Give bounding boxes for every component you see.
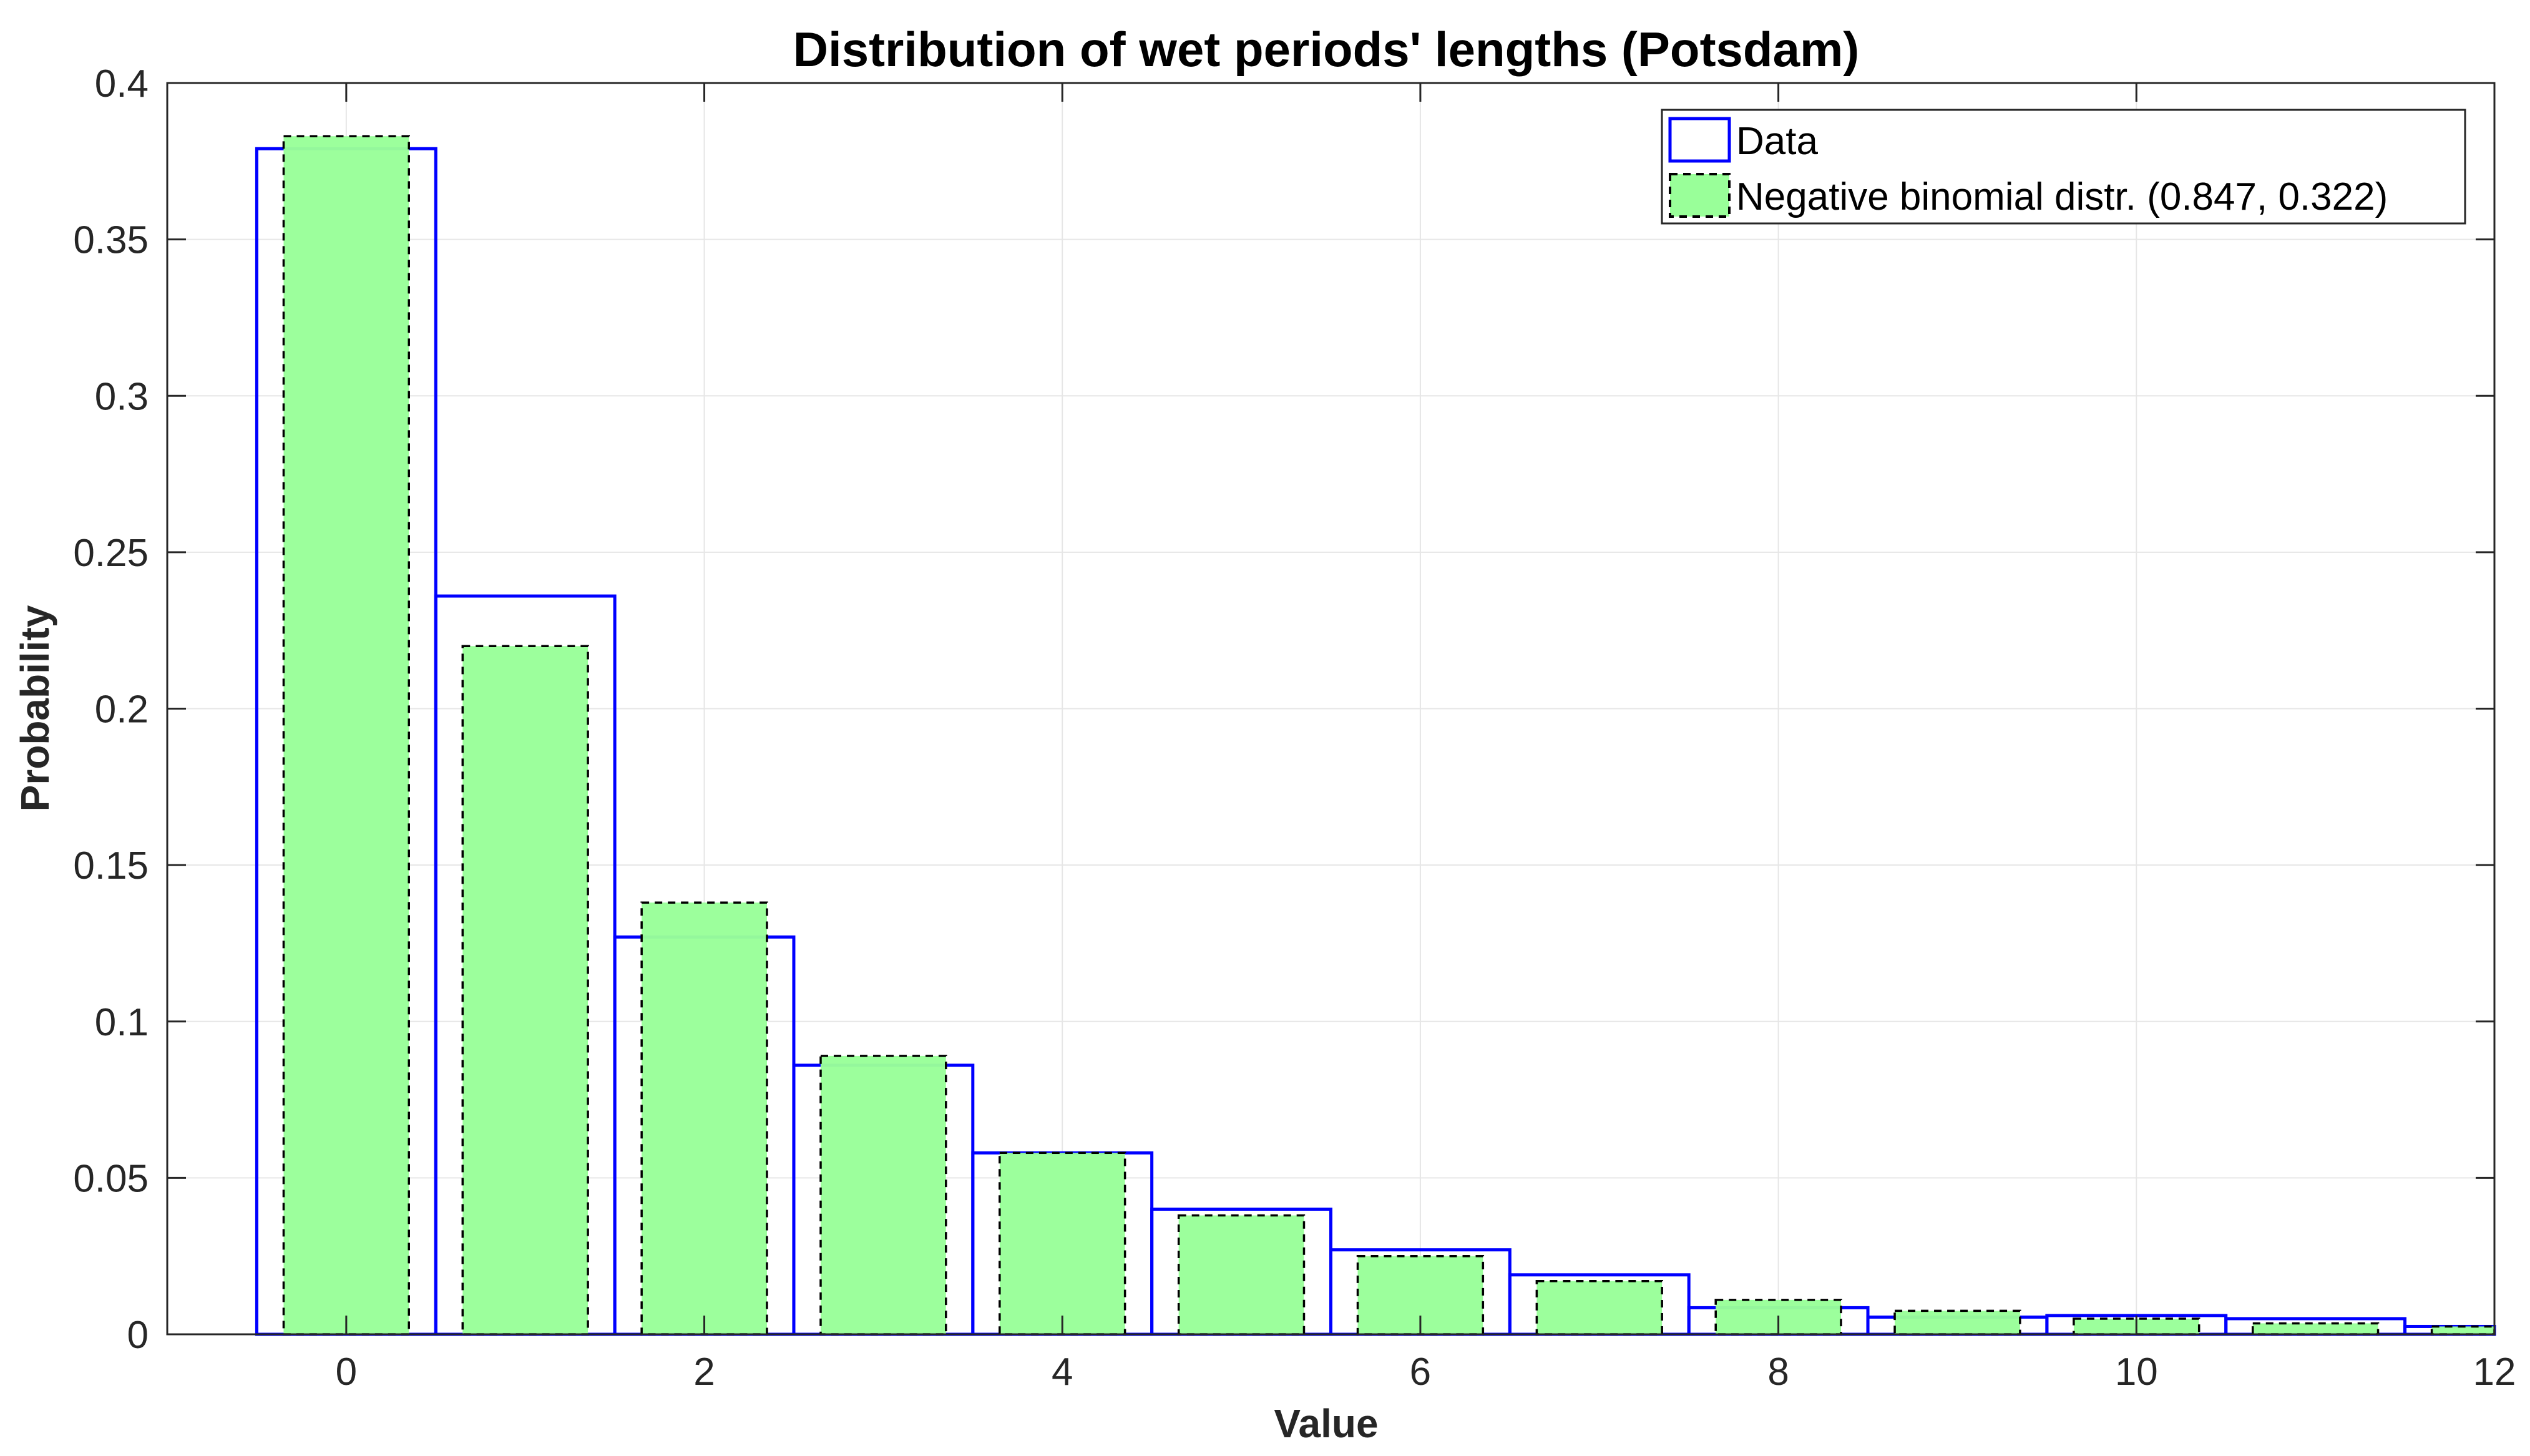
x-tick-label: 10 (2115, 1351, 2158, 1394)
fit-bar (1893, 1309, 2021, 1336)
fit-bar (282, 135, 410, 1336)
y-tick-label: 0.4 (95, 62, 149, 105)
axes (166, 82, 2496, 1336)
fit-bar (819, 1055, 947, 1336)
legend-box (1661, 109, 2466, 225)
y-tick-label: 0.2 (95, 688, 149, 731)
y-tick-label: 0.15 (73, 844, 149, 887)
fit-bar (1177, 1214, 1306, 1336)
x-tick-label: 8 (1767, 1351, 1789, 1394)
y-tick-label: 0.35 (73, 219, 149, 262)
y-tick-label: 0.25 (73, 532, 149, 575)
fit-bar (1535, 1280, 1663, 1336)
y-tick-label: 0.3 (95, 375, 149, 418)
x-axis-title: Value (1274, 1401, 1378, 1446)
legend: Data Negative binomial distr. (0.847, 0.… (1661, 109, 2466, 225)
fit-bar (461, 645, 589, 1336)
fit-bar (2252, 1322, 2380, 1336)
chart-title: Distribution of wet periods' lengths (Po… (793, 22, 1860, 77)
x-tick-label: 4 (1052, 1351, 1073, 1394)
x-tick-label: 12 (2473, 1351, 2516, 1394)
fit-bar (999, 1151, 1126, 1336)
y-axis-title: Probability (12, 605, 57, 811)
legend-label-fit: Negative binomial distr. (0.847, 0.322) (1736, 175, 2388, 218)
tick-labels: 0 2 4 6 8 10 12 0 0.05 0.1 0.15 0.2 0.25 0.3 0.35 0.4 (73, 62, 2516, 1394)
y-tick-label: 0.1 (95, 1001, 149, 1044)
legend-swatch-fit (1669, 173, 1731, 218)
fit-bar (2430, 1325, 2496, 1336)
fit-bars (282, 135, 2496, 1336)
x-tick-label: 6 (1410, 1351, 1431, 1394)
x-tick-label: 2 (693, 1351, 715, 1394)
y-tick-label: 0.05 (73, 1157, 149, 1200)
y-tick-label: 0 (127, 1314, 149, 1357)
x-tick-label: 0 (336, 1351, 357, 1394)
legend-swatch-data (1668, 117, 1731, 163)
legend-label-data: Data (1736, 120, 1818, 163)
fit-bar (640, 901, 768, 1336)
